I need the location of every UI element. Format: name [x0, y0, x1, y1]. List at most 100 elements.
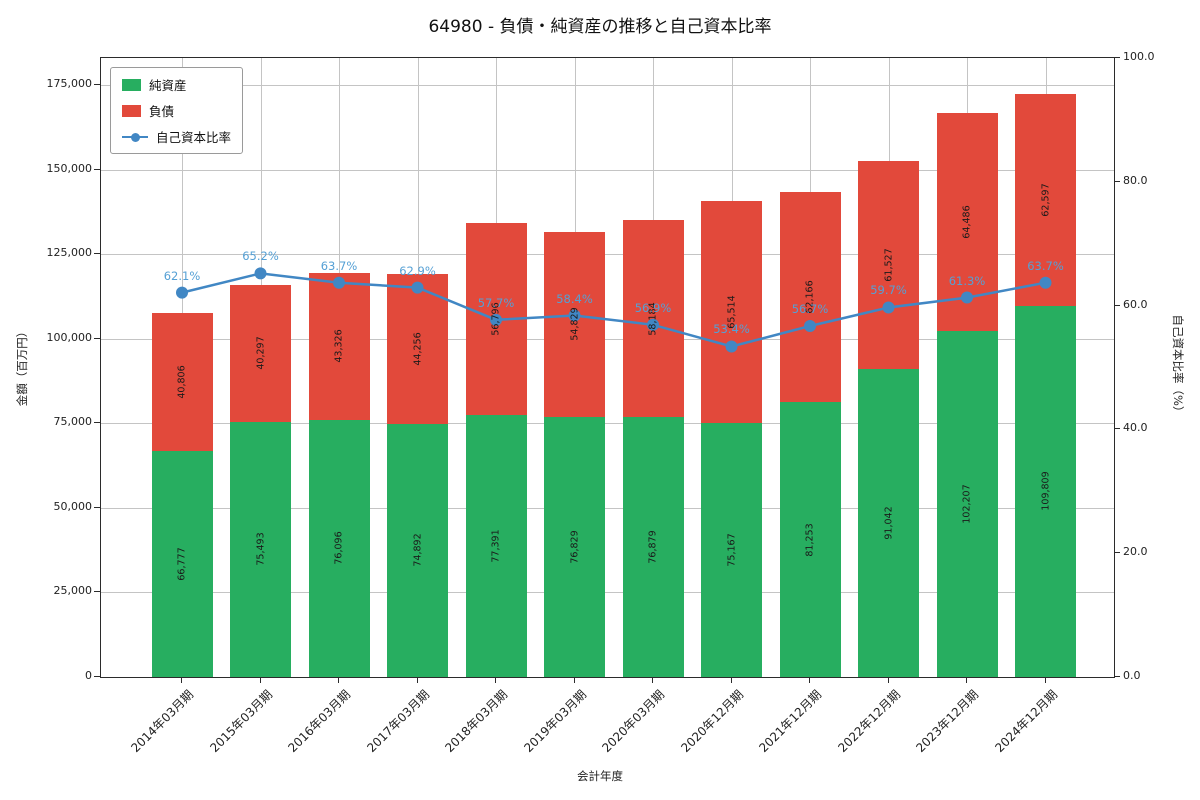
- y-tick-label-left: 175,000: [46, 77, 93, 91]
- y-tick-mark-right: [1114, 676, 1120, 677]
- equity-ratio-point: [254, 267, 267, 280]
- equity-ratio-label: 63.7%: [1027, 258, 1064, 273]
- value-label-net-assets: 75,167: [726, 533, 737, 567]
- value-label-net-assets: 91,042: [883, 506, 894, 540]
- value-label-net-assets: 76,096: [333, 531, 345, 565]
- y-tick-mark-right: [1114, 552, 1120, 554]
- y-tick-label-right: 20.0: [1123, 545, 1148, 559]
- value-label-liabilities: 40,297: [255, 336, 266, 371]
- x-tick-mark: [1044, 677, 1046, 683]
- bar-segment-net-assets: [779, 402, 841, 677]
- value-label-net-assets: 66,777: [176, 547, 188, 581]
- value-label-net-assets: 81,253: [804, 522, 816, 557]
- y-tick-mark-left: [94, 422, 100, 424]
- equity-ratio-point: [333, 276, 345, 289]
- y-tick-mark-left: [94, 84, 100, 86]
- gridline-horizontal: [101, 338, 1114, 340]
- x-tick-label: 2024年12月期: [992, 687, 1060, 756]
- bar-segment-net-assets: [308, 419, 370, 677]
- legend-label-liabilities: 負債: [149, 104, 175, 119]
- y-tick-label-right: 60.0: [1123, 297, 1148, 311]
- value-label-liabilities: 40,806: [176, 365, 188, 399]
- value-label-net-assets: 75,493: [255, 532, 266, 566]
- equity-ratio-point: [961, 291, 973, 304]
- bar-segment-liabilities: [779, 191, 841, 403]
- y-tick-mark-left: [94, 506, 100, 508]
- legend: 純資産 負債 自己資本比率: [110, 67, 244, 154]
- value-label-liabilities: 54,829: [569, 307, 580, 342]
- chart-title: 64980 - 負債・純資産の推移と自己資本比率: [428, 17, 772, 37]
- equity-ratio-label: 56.9%: [634, 300, 672, 315]
- x-tick-label: 2022年12月期: [835, 687, 903, 756]
- equity-ratio-swatch-icon: [122, 131, 148, 143]
- gridline-horizontal: [101, 592, 1114, 594]
- bar-segment-net-assets: [936, 331, 998, 677]
- x-tick-label: 2015年03月期: [207, 687, 275, 756]
- equity-ratio-label: 61.3%: [948, 273, 986, 288]
- value-label-liabilities: 64,486: [961, 205, 973, 239]
- y-tick-label-right: 100.0: [1123, 50, 1155, 63]
- x-axis-title: 会計年度: [577, 769, 623, 783]
- y-tick-label-left: 150,000: [46, 161, 93, 175]
- equity-ratio-label: 59.7%: [870, 283, 907, 298]
- bar-segment-liabilities: [1015, 93, 1076, 306]
- y-tick-mark-left: [94, 676, 100, 677]
- equity-ratio-point: [882, 301, 895, 314]
- equity-ratio-point: [490, 313, 502, 326]
- equity-ratio-label: 57.7%: [477, 295, 515, 310]
- bar-segment-liabilities: [544, 231, 605, 418]
- value-label-liabilities: 44,256: [412, 332, 423, 366]
- y-tick-label-right: 0.0: [1123, 669, 1141, 682]
- bar-segment-liabilities: [230, 285, 291, 422]
- x-tick-mark: [966, 677, 967, 683]
- bar-segment-liabilities: [622, 220, 684, 417]
- gridline-horizontal: [101, 254, 1114, 256]
- x-tick-label: 2021年12月期: [756, 687, 825, 756]
- y-tick-label-right: 80.0: [1123, 173, 1148, 187]
- equity-ratio-label: 56.7%: [791, 302, 829, 317]
- gridline-horizontal: [101, 507, 1114, 509]
- y-tick-label-left: 0: [85, 669, 92, 682]
- x-tick-label: 2014年03月期: [128, 687, 197, 756]
- y-tick-mark-right: [1114, 180, 1120, 182]
- legend-label-net-assets: 純資産: [149, 78, 187, 93]
- bar-segment-net-assets: [858, 369, 919, 677]
- y-tick-mark-left: [94, 337, 100, 339]
- x-tick-mark: [809, 677, 810, 683]
- bar-segment-net-assets: [544, 417, 605, 677]
- equity-ratio-point: [568, 309, 581, 322]
- gridline-horizontal: [101, 85, 1114, 87]
- equity-ratio-label: 65.2%: [242, 249, 279, 264]
- x-tick-label: 2020年12月期: [678, 687, 746, 756]
- gridline-horizontal: [101, 169, 1114, 171]
- value-label-liabilities: 61,527: [883, 248, 894, 282]
- plot-area: 純資産 負債 自己資本比率 66,777 40,806 75,493 40,297 76…: [100, 57, 1115, 678]
- equity-ratio-label: 63.7%: [320, 258, 358, 273]
- x-tick-label: 2018年03月期: [442, 687, 511, 756]
- legend-item-equity-ratio: 自己資本比率: [122, 127, 231, 146]
- x-tick-mark: [730, 677, 732, 683]
- y-tick-mark-left: [94, 591, 100, 593]
- y-tick-mark-left: [94, 253, 100, 255]
- bar-segment-net-assets: [230, 421, 291, 677]
- bar-segment-net-assets: [465, 415, 527, 677]
- bar-segment-net-assets: [701, 422, 762, 677]
- x-tick-label: 2023年12月期: [913, 687, 982, 756]
- equity-ratio-label: 53.4%: [713, 322, 750, 337]
- legend-label-equity-ratio: 自己資本比率: [156, 130, 232, 145]
- bar-segment-liabilities: [858, 160, 919, 370]
- y-tick-mark-right: [1114, 428, 1120, 430]
- y-tick-label-right: 40.0: [1123, 421, 1148, 435]
- bar-segment-net-assets: [151, 451, 213, 677]
- value-label-net-assets: 77,391: [490, 529, 502, 563]
- x-tick-mark: [652, 677, 653, 683]
- value-label-net-assets: 76,879: [647, 530, 659, 564]
- y-tick-mark-right: [1114, 304, 1120, 306]
- x-tick-mark: [573, 677, 575, 683]
- bar-segment-net-assets: [622, 416, 684, 677]
- bar-segment-net-assets: [1015, 305, 1076, 677]
- equity-ratio-label: 62.9%: [399, 263, 436, 278]
- value-label-net-assets: 102,207: [961, 484, 973, 524]
- bar-segment-net-assets: [387, 423, 448, 677]
